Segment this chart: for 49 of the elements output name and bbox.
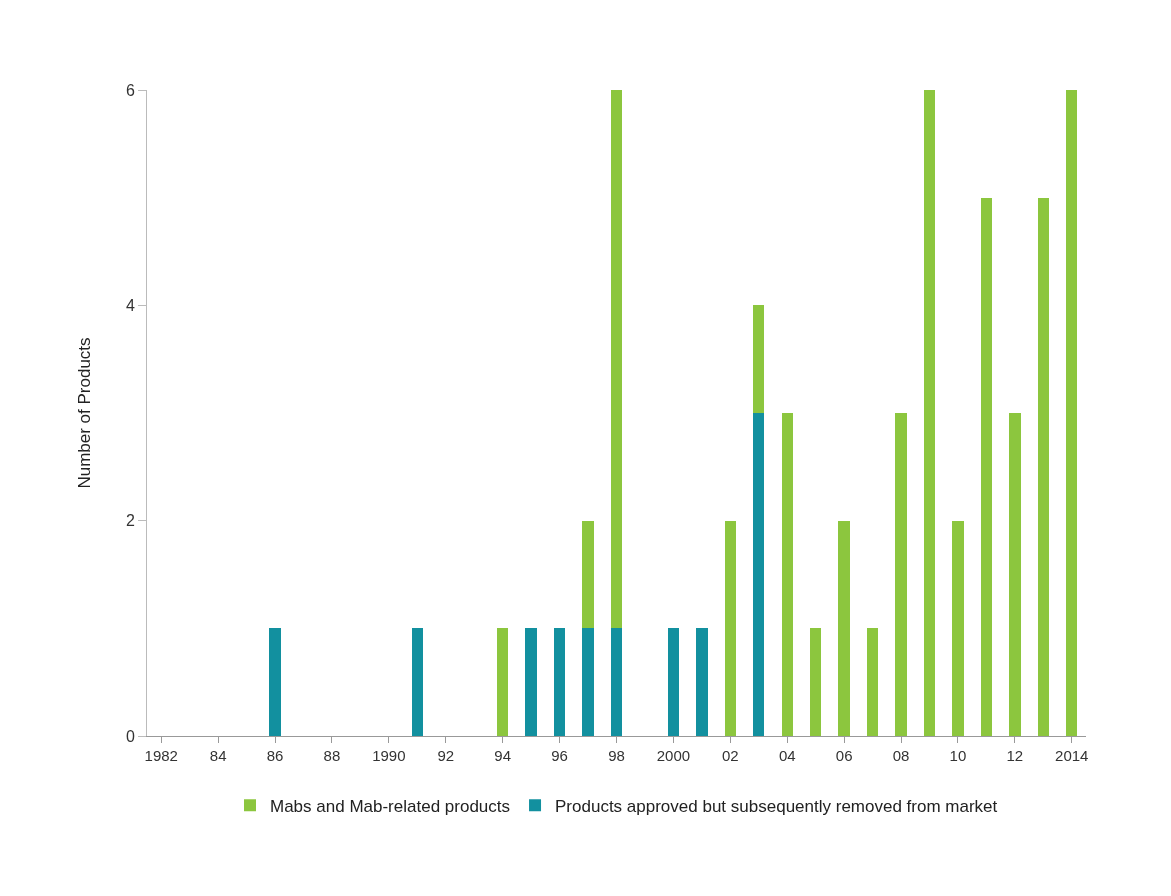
x-tick-label: 84 <box>209 747 227 764</box>
x-tick-label: 92 <box>437 747 455 764</box>
y-tick-label: 2 <box>125 512 135 530</box>
x-tick-label: 86 <box>266 747 284 764</box>
x-tick-label: 02 <box>721 747 739 764</box>
bar <box>1009 413 1021 736</box>
bar <box>582 628 594 736</box>
x-tick-label: 12 <box>1006 747 1024 764</box>
x-tick-label: 94 <box>494 747 512 764</box>
bar <box>610 628 623 736</box>
bar <box>667 628 680 736</box>
bar <box>809 628 822 736</box>
bar <box>980 197 993 736</box>
bar <box>1037 197 1050 736</box>
bar <box>753 413 765 736</box>
x-tick-label: 2014 <box>1055 747 1089 764</box>
bar <box>952 520 964 736</box>
bar <box>696 628 708 736</box>
x-tick-label: 98 <box>608 747 625 764</box>
bar <box>895 413 907 736</box>
x-tick-label: 88 <box>323 747 341 764</box>
bar <box>269 628 281 736</box>
y-tick-label: 4 <box>125 296 135 314</box>
y-axis-title: Number of Products <box>75 337 95 489</box>
bar <box>411 628 424 736</box>
y-tick-label: 0 <box>125 727 135 745</box>
bar <box>610 90 623 629</box>
bar <box>553 628 566 736</box>
x-tick-label: 08 <box>892 747 910 764</box>
bar <box>866 628 879 736</box>
x-tick-label: 1982 <box>144 747 178 764</box>
x-tick-label: 10 <box>949 747 967 764</box>
bar <box>525 628 537 736</box>
y-tick-label: 6 <box>125 81 135 99</box>
bar <box>1066 90 1078 736</box>
bar <box>781 413 793 736</box>
legend-label: Mabs and Mab-related products <box>270 796 511 816</box>
bar <box>582 520 594 629</box>
x-tick-label: 1990 <box>372 747 406 764</box>
x-tick-label: 96 <box>551 747 568 764</box>
x-tick-label: 2000 <box>656 747 691 764</box>
bar <box>724 520 737 736</box>
x-tick-label: 06 <box>835 747 853 764</box>
legend-label: Products approved but subsequently removed from market <box>555 796 998 816</box>
bar <box>753 305 765 413</box>
x-tick-label: 04 <box>778 747 796 764</box>
bar <box>923 90 936 736</box>
bar <box>496 628 509 736</box>
bar <box>838 520 850 736</box>
